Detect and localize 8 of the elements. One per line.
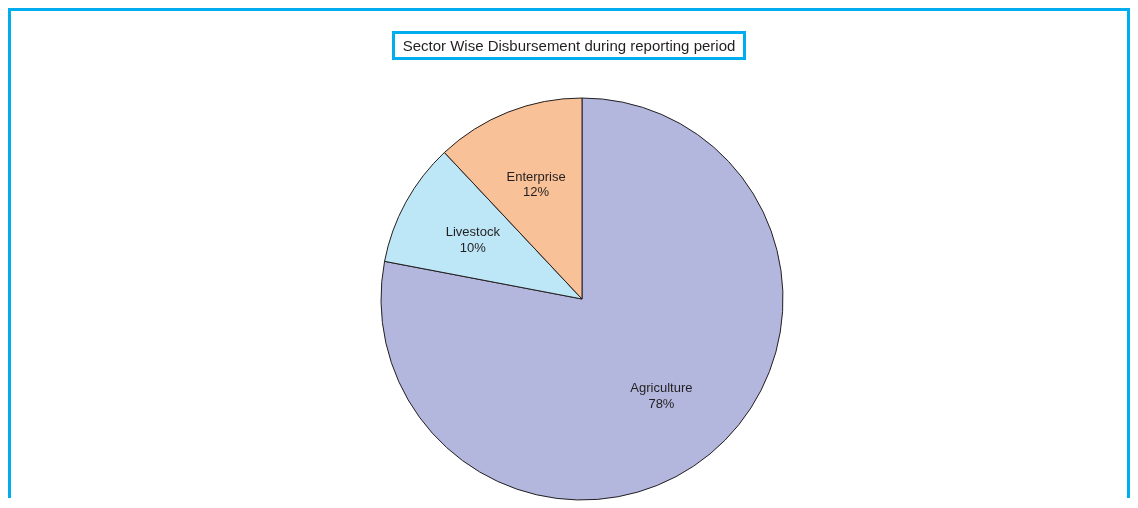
pie-slice: [380, 97, 784, 501]
slice-label: Livestock: [445, 224, 501, 240]
data-label: 10%: [459, 239, 487, 255]
data-label: 12%: [523, 184, 550, 200]
chart-title: Sector Wise Disbursement during reporting period: [391, 31, 747, 60]
slice-label: Enterprise: [506, 168, 566, 184]
data-label: 78%: [648, 396, 675, 412]
slice-label: Agriculture: [630, 380, 693, 396]
